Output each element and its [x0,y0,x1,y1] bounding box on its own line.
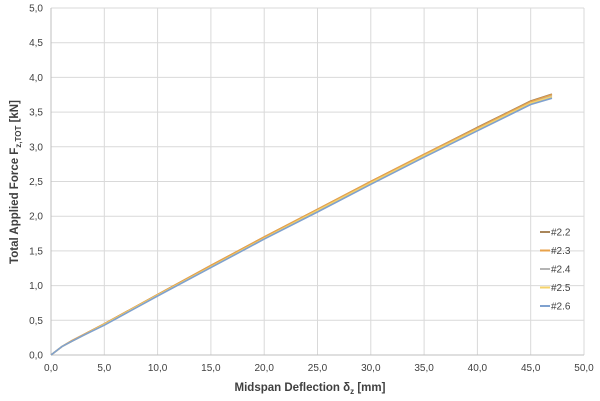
legend-label: #2.4 [551,265,571,276]
legend-item: #2.6 [540,302,571,313]
x-tick-label: 35,0 [414,363,434,374]
x-axis-title: Midspan Deflection δz [mm] [235,382,386,396]
legend-label: #2.6 [551,302,571,313]
legend-label: #2.3 [551,246,571,257]
x-tick-label: 15,0 [201,363,221,374]
series-lines [50,93,553,356]
y-tick-label: 5,0 [29,4,43,15]
series-line-2-6 [50,97,553,356]
x-tick-label: 0,0 [44,363,58,374]
series-line-2-2 [50,93,553,356]
x-tick-label: 5,0 [97,363,111,374]
y-tick-labels: 0,0 0,5 1,0 1,5 2,0 2,5 3,0 3,5 4,0 4,5 5,0 [29,4,43,362]
legend-item: #2.3 [540,246,571,257]
y-axis-title: Total Applied Force Fz,TOT [kN] [9,100,23,264]
legend-item: #2.2 [540,228,571,239]
y-tick-label: 4,5 [29,38,43,49]
y-tick-label: 3,5 [29,108,43,119]
x-tick-label: 20,0 [254,363,274,374]
legend-item: #2.4 [540,265,571,276]
x-tick-labels: 0,0 5,0 10,0 15,0 20,0 25,0 30,0 35,0 40,0 45,0 50… [44,363,594,374]
y-tick-label: 1,0 [29,281,43,292]
x-tick-label: 45,0 [521,363,541,374]
axes [50,8,584,356]
y-tick-label: 0,5 [29,316,43,327]
y-tick-label: 2,0 [29,212,43,223]
legend-item: #2.5 [540,283,571,294]
y-tick-label: 4,0 [29,73,43,84]
series-line-2-3 [50,94,553,356]
legend: #2.2 #2.3 #2.4 #2.5 #2.6 [540,228,571,313]
x-tick-label: 30,0 [361,363,381,374]
y-tick-label: 1,5 [29,246,43,257]
y-tick-label: 3,0 [29,142,43,153]
legend-label: #2.2 [551,228,571,239]
grid [51,7,585,355]
series-line-2-5 [50,96,553,356]
x-tick-label: 50,0 [574,363,594,374]
x-tick-label: 40,0 [468,363,488,374]
legend-label: #2.5 [551,283,571,294]
y-tick-label: 2,5 [29,177,43,188]
x-tick-label: 10,0 [148,363,168,374]
series-line-2-4 [50,95,553,356]
x-tick-label: 25,0 [308,363,328,374]
y-tick-label: 0,0 [29,351,43,362]
